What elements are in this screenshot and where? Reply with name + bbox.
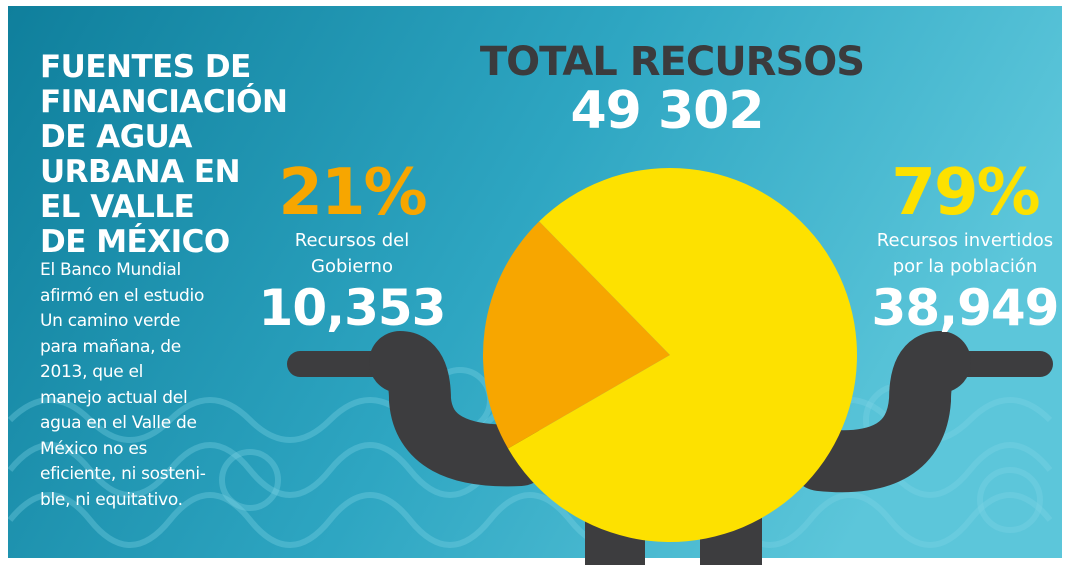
pie — [483, 168, 857, 542]
title-line: DE AGUA — [40, 120, 287, 155]
title-line: FUENTES DE — [40, 50, 287, 85]
description-line: Un camino verde — [40, 309, 206, 335]
percent-label: 21% — [278, 158, 425, 228]
description-line: para mañana, de — [40, 335, 206, 361]
description-line: eficiente, ni sosteni- — [40, 462, 206, 488]
description-line: 2013, que el — [40, 360, 206, 386]
amount-label: 38,949 — [872, 280, 1059, 336]
description-line: El Banco Mundial — [40, 258, 206, 284]
category-label: Recursos del Gobierno — [267, 228, 437, 280]
description-line: México no es — [40, 437, 206, 463]
total-label: TOTAL RECURSOS — [480, 38, 864, 86]
total-value: 49 302 — [570, 82, 763, 140]
amount-label: 10,353 — [259, 280, 446, 336]
description-line: ble, ni equitativo. — [40, 488, 206, 514]
description-line: afirmó en el estudio — [40, 284, 206, 310]
category-label: Recursos invertidos por la población — [865, 228, 1065, 280]
infographic: FUENTES DEFINANCIACIÓNDE AGUAURBANA ENEL… — [0, 0, 1066, 565]
title-line: EL VALLE — [40, 190, 287, 225]
title-line: DE MÉXICO — [40, 225, 287, 260]
percent-label: 79% — [891, 158, 1038, 228]
description-line: manejo actual del — [40, 386, 206, 412]
title-line: URBANA EN — [40, 155, 287, 190]
description-line: agua en el Valle de — [40, 411, 206, 437]
title-line: FINANCIACIÓN — [40, 85, 287, 120]
